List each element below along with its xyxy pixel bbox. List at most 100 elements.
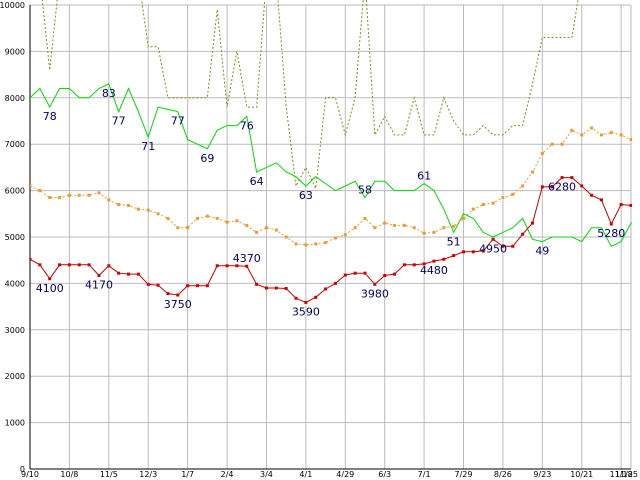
series-1-point (471, 207, 475, 211)
series-0-point (146, 282, 150, 286)
y-tick-label: 9000 (5, 47, 25, 56)
data-label: 63 (299, 189, 313, 202)
x-tick-label: 4/1 (299, 470, 312, 479)
series-1-point (383, 221, 387, 225)
x-tick-label: 11/18 (610, 470, 633, 479)
series-1-point (521, 184, 525, 188)
series-1-point (609, 131, 613, 135)
x-tick-label: 9/10 (21, 470, 39, 479)
series-0-point (245, 264, 249, 268)
series-0-point (373, 282, 377, 286)
series-0-point (393, 272, 397, 276)
series-1-point (264, 226, 268, 230)
series-0-point (304, 300, 308, 304)
series-1-point (67, 193, 71, 197)
y-tick-label: 5000 (5, 233, 25, 242)
series-1-point (570, 128, 574, 132)
data-label: 3590 (292, 305, 320, 318)
series-1-point (30, 184, 32, 188)
y-tick-label: 3000 (5, 326, 25, 335)
y-tick-label: 0 (20, 465, 25, 474)
series-1-point (117, 203, 121, 207)
series-0-point (30, 257, 32, 261)
y-tick-label: 7000 (5, 140, 25, 149)
series-1-point (284, 235, 288, 239)
data-label: 78 (43, 110, 57, 123)
series-0-point (422, 262, 426, 266)
series-layer (30, 0, 632, 304)
series-0-point (186, 284, 190, 288)
series-0-point (412, 263, 416, 267)
data-label: 4370 (233, 252, 261, 265)
series-0-point (166, 292, 170, 296)
series-1-point (77, 193, 81, 197)
series-0-point (67, 263, 71, 267)
series-1-point (530, 170, 534, 174)
series-0-point (481, 249, 485, 253)
x-tick-label: 9/23 (533, 470, 551, 479)
data-label: 4950 (479, 242, 507, 255)
y-tick-label: 4000 (5, 279, 25, 288)
series-1-point (324, 241, 328, 245)
series-0-point (294, 296, 298, 300)
x-tick-label: 3/4 (260, 470, 273, 479)
data-label: 5280 (597, 227, 625, 240)
y-tick-label: 6000 (5, 187, 25, 196)
series-0-point (353, 271, 357, 275)
series-0-point (127, 272, 131, 276)
series-1-point (629, 138, 632, 142)
series-1-point (353, 226, 357, 230)
series-1-point (205, 214, 209, 218)
data-label: 76 (240, 119, 254, 132)
data-labels: 4100 4170 3750 4370 3590 3980 4480 4950 6280 5280… (36, 87, 626, 319)
series-0-point (452, 254, 456, 258)
series-1-point (619, 133, 623, 137)
series-0-point (195, 284, 199, 288)
series-1-point (107, 198, 111, 202)
series-0-point (599, 198, 603, 202)
series-1-point (146, 208, 150, 212)
series-0-point (48, 277, 52, 281)
series-0-point (550, 185, 554, 189)
series-1-point (599, 133, 603, 137)
data-label: 83 (102, 87, 116, 100)
series-0-point (402, 263, 406, 267)
series-0-point (580, 184, 584, 188)
series-1-point (294, 242, 298, 246)
series-1-point (442, 226, 446, 230)
series-1-point (511, 192, 515, 196)
series-0-point (314, 295, 318, 299)
data-label: 58 (358, 184, 372, 197)
series-1-point (48, 196, 52, 200)
series-0-point (176, 293, 180, 297)
data-label: 51 (447, 235, 461, 248)
data-label: 77 (112, 115, 126, 128)
series-1-point (363, 216, 367, 220)
series-0-point (570, 176, 574, 180)
data-label: 6280 (548, 181, 576, 194)
series-1-point (245, 223, 249, 227)
series-1-point (225, 220, 229, 224)
series-1-point (255, 230, 259, 234)
series-0-point (235, 264, 239, 268)
series-1-point (97, 191, 101, 195)
series-0-point (107, 264, 111, 268)
series-0-point (471, 250, 475, 254)
y-tick-label: 2000 (5, 372, 25, 381)
series-0-point (156, 283, 160, 287)
series-1-point (432, 230, 436, 234)
series-0-line (30, 177, 632, 303)
x-tick-label: 1/7 (181, 470, 194, 479)
series-1-point (373, 226, 377, 230)
series-1-point (540, 151, 544, 155)
data-label: 4100 (36, 282, 64, 295)
data-label: 69 (200, 152, 214, 165)
series-1-point (501, 196, 505, 200)
series-0-point (491, 237, 495, 241)
x-tick-label: 12/3 (139, 470, 157, 479)
x-tick-label: 7/1 (418, 470, 431, 479)
grid (29, 4, 632, 469)
series-0-point (58, 263, 62, 267)
series-0-point (225, 264, 229, 268)
y-tick-label: 8000 (5, 94, 25, 103)
